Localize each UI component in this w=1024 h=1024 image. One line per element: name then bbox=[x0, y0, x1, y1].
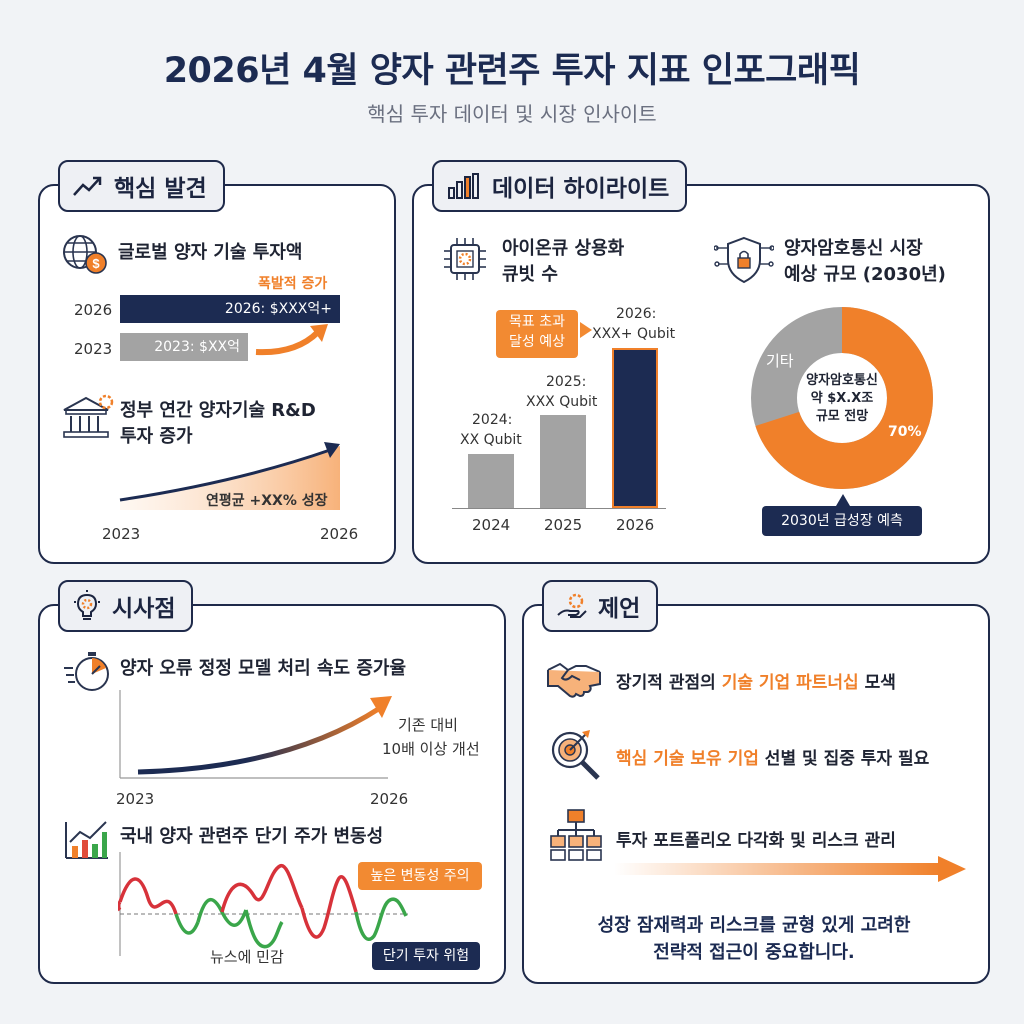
qkd-center-line1: 양자암호통신 bbox=[806, 373, 878, 388]
investment-bar-2026: 2026: $XXX억+ bbox=[120, 295, 340, 323]
investment-heading: 글로벌 양자 기술 투자액 bbox=[118, 242, 303, 263]
recommendations-tag: 제언 bbox=[542, 580, 659, 632]
portfolio-tree-icon bbox=[550, 809, 602, 861]
rnd-heading-line1: 정부 연간 양자기술 R&D bbox=[120, 400, 316, 421]
ionq-callout-line1: 목표 초과 bbox=[509, 314, 565, 330]
qkd-other-label: 기타 bbox=[766, 352, 794, 370]
volatility-high-callout: 높은 변동성 주의 bbox=[358, 862, 482, 890]
globe-dollar-icon: $ bbox=[63, 235, 107, 274]
recommendation-item-3: 투자 포트폴리오 다각화 및 리스크 관리 bbox=[616, 826, 896, 851]
key-findings-tag: 핵심 발견 bbox=[58, 160, 225, 212]
recommendation-1-pre: 장기적 관점의 bbox=[616, 673, 722, 693]
ionq-heading-line2: 큐빗 수 bbox=[502, 264, 558, 285]
investment-year-2023: 2023 bbox=[74, 340, 113, 358]
error-correction-heading: 양자 오류 정정 모델 처리 속도 증가율 bbox=[120, 658, 406, 679]
government-building-icon bbox=[63, 394, 114, 438]
implications-tag-label: 시사점 bbox=[112, 596, 176, 622]
stock-chart-icon bbox=[65, 821, 108, 859]
recommendation-item-2: 핵심 기술 보유 기업 선별 및 집중 투자 필요 bbox=[616, 744, 929, 769]
recommendation-3-pre: 투자 포트폴리오 다각화 및 리스크 관리 bbox=[616, 831, 896, 851]
recommendations-conclusion: 성장 잠재력과 리스크를 균형 있게 고려한 전략적 접근이 중요합니다. bbox=[540, 912, 968, 966]
ionq-bar-2026-label-line1: 2026: bbox=[616, 306, 657, 322]
chip-icon bbox=[444, 238, 486, 280]
ionq-heading-line1: 아이온큐 상용화 bbox=[502, 238, 625, 259]
ionq-x-2026: 2026 bbox=[616, 516, 655, 534]
page-title: 2026년 4월 양자 관련주 투자 지표 인포그래픽 bbox=[163, 51, 861, 91]
volatility-chart bbox=[118, 852, 408, 956]
recommendation-1-highlight: 기술 기업 파트너십 bbox=[721, 673, 859, 693]
investment-growth-arrow bbox=[255, 324, 328, 356]
ionq-x-2024: 2024 bbox=[472, 516, 511, 534]
qkd-main-pct: 70% bbox=[888, 424, 922, 440]
ionq-bar-2025-label-line2: XXX Qubit bbox=[526, 394, 598, 410]
trend-up-icon bbox=[73, 176, 102, 196]
investment-year-2026: 2026 bbox=[74, 301, 113, 319]
recommendation-2-highlight: 핵심 기술 보유 기업 bbox=[616, 749, 759, 769]
recommendation-arrow bbox=[614, 856, 966, 882]
rnd-x-end: 2026 bbox=[320, 525, 359, 543]
ionq-bar-2026-label-line2: XXX+ Qubit bbox=[592, 326, 676, 342]
rnd-x-start: 2023 bbox=[102, 525, 141, 543]
qkd-center-line3: 규모 전망 bbox=[815, 409, 869, 424]
qkd-heading-line2: 예상 규모 (2030년) bbox=[784, 264, 946, 285]
ionq-target-callout: 목표 초과 달성 예상 bbox=[496, 310, 578, 358]
data-highlights-tag-label: 데이터 하이라이트 bbox=[492, 176, 670, 202]
conclusion-line1: 성장 잠재력과 리스크를 균형 있게 고려한 bbox=[597, 915, 911, 936]
recommendations-tag-label: 제언 bbox=[598, 596, 641, 622]
error-correction-x-start: 2023 bbox=[116, 790, 155, 808]
shield-lock-network-icon bbox=[714, 236, 774, 284]
bar-chart-icon bbox=[448, 173, 479, 199]
ionq-callout-pointer bbox=[580, 322, 592, 338]
ionq-bar-2024-label-line2: XX Qubit bbox=[460, 432, 522, 448]
volatility-risk-callout: 단기 투자 위험 bbox=[372, 942, 480, 970]
qkd-center-text: 양자암호통신 약 $X.X조 규모 전망 bbox=[796, 372, 888, 426]
qkd-callout-pointer bbox=[836, 494, 850, 506]
ionq-x-2025: 2025 bbox=[544, 516, 583, 534]
svg-text:$: $ bbox=[92, 256, 100, 271]
rnd-growth-label: 연평균 +XX% 성장 bbox=[206, 493, 328, 509]
key-findings-tag-label: 핵심 발견 bbox=[114, 176, 207, 202]
page-subtitle: 핵심 투자 데이터 및 시장 인사이트 bbox=[367, 102, 657, 126]
ionq-bar-2025 bbox=[540, 415, 586, 508]
ionq-bar-2025-label-line1: 2025: bbox=[546, 374, 587, 390]
stopwatch-icon bbox=[64, 652, 109, 691]
investment-note: 폭발적 증가 bbox=[258, 276, 328, 292]
error-correction-x-end: 2026 bbox=[370, 790, 409, 808]
implications-panel bbox=[38, 604, 506, 984]
error-correction-note-line1: 기존 대비 bbox=[398, 716, 458, 734]
recommendation-item-1: 장기적 관점의 기술 기업 파트너십 모색 bbox=[616, 668, 896, 693]
recommendation-2-post: 선별 및 집중 투자 필요 bbox=[758, 749, 930, 769]
rnd-heading-line2: 투자 증가 bbox=[120, 426, 193, 447]
volatility-heading: 국내 양자 관련주 단기 주가 변동성 bbox=[120, 826, 384, 847]
qkd-heading-line1: 양자암호통신 시장 bbox=[784, 238, 923, 259]
conclusion-line2: 전략적 접근이 중요합니다. bbox=[653, 942, 855, 963]
ionq-axis-line bbox=[452, 508, 666, 509]
qkd-donut-main-segment bbox=[751, 307, 933, 489]
qkd-growth-callout: 2030년 급성장 예측 bbox=[762, 506, 922, 536]
recommendation-1-post: 모색 bbox=[858, 673, 896, 693]
data-highlights-tag: 데이터 하이라이트 bbox=[432, 160, 688, 212]
ionq-bar-2024 bbox=[468, 454, 514, 508]
error-correction-chart bbox=[119, 690, 392, 779]
target-magnifier-icon bbox=[551, 730, 600, 780]
ionq-callout-line2: 달성 예상 bbox=[509, 334, 565, 350]
implications-tag: 시사점 bbox=[58, 580, 194, 632]
volatility-news-note: 뉴스에 민감 bbox=[210, 948, 284, 966]
ionq-bar-2024-label-line1: 2024: bbox=[472, 412, 513, 428]
qkd-center-line2: 약 $X.X조 bbox=[810, 391, 874, 406]
qkd-donut-chart bbox=[751, 307, 933, 489]
ionq-bar-2026 bbox=[612, 348, 658, 508]
lightbulb-icon bbox=[74, 590, 100, 620]
error-correction-note-line2: 10배 이상 개선 bbox=[382, 740, 480, 758]
handshake-icon bbox=[547, 662, 601, 698]
hand-gear-icon bbox=[557, 593, 587, 618]
recommendations-panel bbox=[522, 604, 990, 984]
investment-bar-2023: 2023: $XX억 bbox=[120, 333, 248, 361]
rnd-growth-chart bbox=[119, 442, 340, 510]
